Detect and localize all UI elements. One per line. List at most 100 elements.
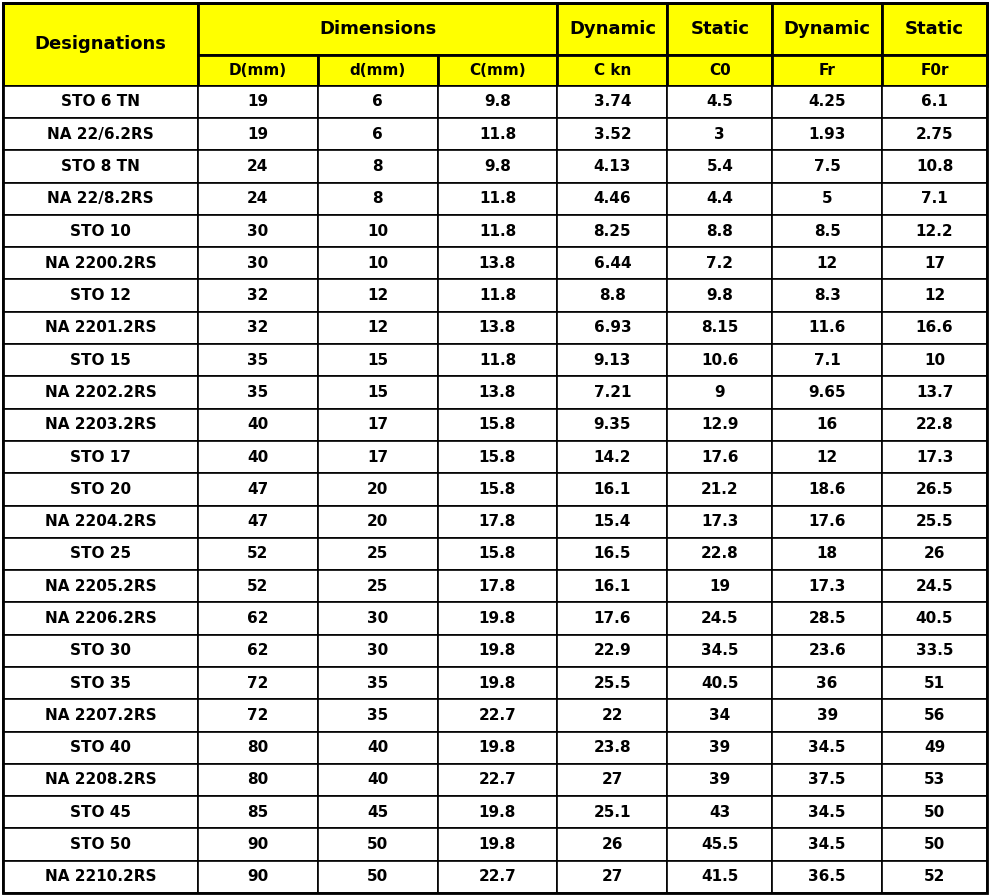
Text: 56: 56: [924, 708, 945, 723]
Text: 32: 32: [248, 321, 268, 335]
Text: 62: 62: [247, 611, 268, 626]
Text: 22.8: 22.8: [916, 418, 953, 432]
Text: 50: 50: [367, 837, 388, 852]
Bar: [667, 280, 772, 312]
Text: 39: 39: [709, 772, 731, 788]
Bar: [557, 86, 667, 118]
Text: 27: 27: [602, 869, 623, 884]
Text: 12: 12: [367, 321, 388, 335]
Bar: [438, 56, 557, 86]
Text: 10.6: 10.6: [701, 353, 739, 367]
Text: STO 35: STO 35: [70, 676, 131, 691]
Text: 21.2: 21.2: [701, 482, 739, 497]
Bar: [667, 183, 772, 215]
Text: Fr: Fr: [819, 63, 836, 78]
Bar: [557, 602, 667, 634]
Bar: [318, 280, 438, 312]
Text: 22.7: 22.7: [478, 708, 517, 723]
Text: 62: 62: [247, 643, 268, 659]
Bar: [438, 409, 557, 441]
Bar: [198, 86, 318, 118]
Text: 52: 52: [924, 869, 945, 884]
Text: 6.1: 6.1: [921, 94, 948, 109]
Bar: [198, 247, 318, 280]
Text: 34.5: 34.5: [701, 643, 739, 659]
Text: 1.93: 1.93: [809, 126, 845, 142]
Text: NA 2201.2RS: NA 2201.2RS: [45, 321, 156, 335]
Text: 16.1: 16.1: [594, 579, 631, 594]
Text: 22.9: 22.9: [594, 643, 632, 659]
Bar: [318, 861, 438, 893]
Bar: [438, 441, 557, 473]
Bar: [198, 797, 318, 829]
Bar: [438, 538, 557, 570]
Text: 47: 47: [248, 482, 268, 497]
Bar: [3, 86, 198, 118]
Bar: [198, 763, 318, 797]
Bar: [3, 797, 198, 829]
Text: 20: 20: [367, 514, 388, 530]
Text: 12: 12: [817, 256, 838, 271]
Text: 17.3: 17.3: [916, 450, 953, 465]
Text: 7.5: 7.5: [814, 159, 841, 174]
Text: 8.3: 8.3: [814, 289, 841, 303]
Bar: [198, 409, 318, 441]
Text: 14.2: 14.2: [594, 450, 632, 465]
Text: Dynamic: Dynamic: [784, 21, 870, 39]
Text: 40: 40: [248, 450, 268, 465]
Text: STO 40: STO 40: [70, 740, 131, 755]
Bar: [882, 829, 987, 861]
Text: NA 2200.2RS: NA 2200.2RS: [45, 256, 156, 271]
Text: 25: 25: [367, 547, 388, 562]
Text: 8.8: 8.8: [599, 289, 626, 303]
Bar: [667, 409, 772, 441]
Bar: [882, 763, 987, 797]
Text: 17.8: 17.8: [479, 514, 516, 530]
Bar: [772, 376, 882, 409]
Bar: [318, 183, 438, 215]
Text: 13.8: 13.8: [479, 256, 516, 271]
Text: 2.75: 2.75: [916, 126, 953, 142]
Bar: [318, 731, 438, 763]
Bar: [557, 441, 667, 473]
Bar: [198, 829, 318, 861]
Bar: [3, 473, 198, 505]
Bar: [318, 376, 438, 409]
Bar: [667, 151, 772, 183]
Bar: [882, 861, 987, 893]
Text: 19.8: 19.8: [479, 611, 516, 626]
Bar: [438, 151, 557, 183]
Text: 90: 90: [248, 837, 268, 852]
Text: 35: 35: [248, 385, 268, 400]
Bar: [557, 505, 667, 538]
Text: 11.8: 11.8: [479, 191, 516, 206]
Bar: [772, 247, 882, 280]
Bar: [198, 441, 318, 473]
Text: 10: 10: [367, 256, 388, 271]
Text: 22.7: 22.7: [478, 772, 517, 788]
Bar: [557, 409, 667, 441]
Bar: [557, 763, 667, 797]
Bar: [557, 344, 667, 376]
Bar: [772, 183, 882, 215]
Bar: [667, 797, 772, 829]
Text: 11.8: 11.8: [479, 289, 516, 303]
Bar: [882, 183, 987, 215]
Bar: [557, 829, 667, 861]
Bar: [882, 409, 987, 441]
Bar: [198, 602, 318, 634]
Bar: [318, 829, 438, 861]
Text: NA 22/8.2RS: NA 22/8.2RS: [48, 191, 153, 206]
Bar: [3, 344, 198, 376]
Text: NA 2206.2RS: NA 2206.2RS: [45, 611, 156, 626]
Bar: [882, 344, 987, 376]
Text: 24.5: 24.5: [916, 579, 953, 594]
Text: 33.5: 33.5: [916, 643, 953, 659]
Text: 8.25: 8.25: [594, 223, 632, 238]
Text: NA 2207.2RS: NA 2207.2RS: [45, 708, 156, 723]
Text: 17.6: 17.6: [701, 450, 739, 465]
Text: 16.6: 16.6: [916, 321, 953, 335]
Bar: [438, 473, 557, 505]
Text: 11.8: 11.8: [479, 126, 516, 142]
Bar: [772, 56, 882, 86]
